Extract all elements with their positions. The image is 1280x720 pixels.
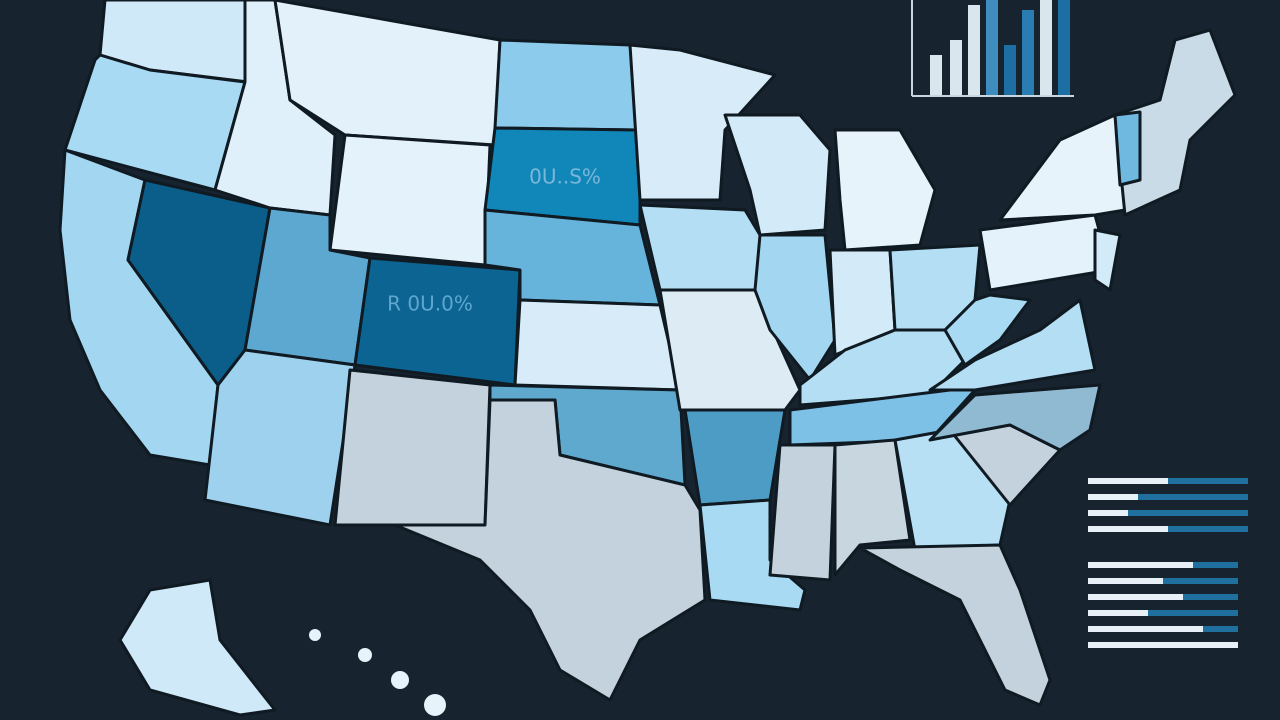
inset-bar	[1004, 45, 1016, 95]
state	[1113, 110, 1142, 187]
state	[723, 113, 832, 237]
state	[1093, 228, 1122, 292]
legend-bar	[1088, 626, 1203, 632]
state	[768, 443, 837, 582]
legend-bar	[1148, 610, 1238, 616]
state	[393, 398, 707, 702]
legend-bar	[1088, 510, 1128, 516]
state	[683, 408, 787, 507]
state	[1113, 28, 1237, 217]
state	[698, 498, 807, 612]
inset-bar	[1022, 10, 1034, 95]
legend-bar	[1168, 526, 1248, 532]
state	[943, 293, 1032, 367]
legend-bar	[1168, 478, 1248, 484]
bar-chart-inset	[911, 0, 1074, 97]
state	[833, 128, 937, 252]
states	[58, 0, 1237, 717]
island	[309, 629, 321, 641]
legend-bar	[1088, 610, 1148, 616]
state	[513, 298, 682, 392]
legend-bar	[1088, 578, 1163, 584]
inset-bar	[950, 40, 962, 95]
state	[203, 348, 357, 527]
legend-bar	[1128, 510, 1248, 516]
inset-bar	[930, 55, 942, 95]
state	[493, 38, 642, 132]
legend-bar	[1088, 494, 1138, 500]
state	[788, 388, 977, 447]
state	[628, 43, 777, 202]
legend-bar	[1088, 642, 1238, 648]
legend-bar	[1088, 478, 1168, 484]
inset-bar	[1058, 0, 1070, 95]
legend-bar	[1183, 594, 1238, 600]
state-label: R 0U.0%	[387, 292, 473, 316]
state-label: 0U..S%	[529, 165, 601, 189]
state	[118, 578, 277, 717]
state	[833, 438, 912, 577]
state	[328, 133, 492, 267]
legend-bar	[1163, 578, 1238, 584]
inset-bar	[968, 5, 980, 95]
state	[353, 256, 522, 387]
legend-bar	[1193, 562, 1238, 568]
inset-bar	[986, 0, 998, 95]
island	[391, 671, 409, 689]
island	[424, 694, 446, 716]
legend-bar	[1088, 594, 1183, 600]
inset-bar	[1040, 0, 1052, 95]
legend-bar	[1203, 626, 1238, 632]
legend-bars	[1088, 478, 1248, 648]
legend-bar	[1088, 562, 1193, 568]
state	[333, 368, 492, 527]
state	[928, 298, 1097, 392]
legend-bar	[1138, 494, 1248, 500]
state	[928, 383, 1102, 452]
island	[358, 648, 372, 662]
legend-bar	[1088, 526, 1168, 532]
state	[858, 543, 1052, 707]
